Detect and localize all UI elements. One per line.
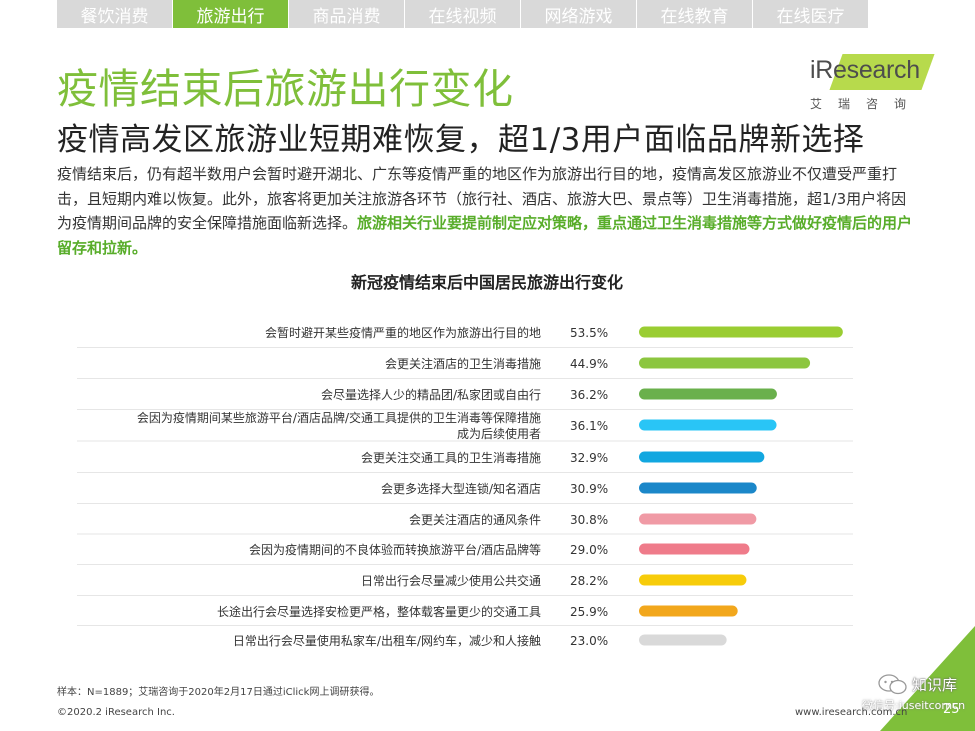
category-label: 会因为疫情期间的不良体验而转换旅游平台/酒店品牌等 bbox=[249, 542, 541, 557]
wechat-icon bbox=[878, 674, 907, 695]
bar-9 bbox=[639, 605, 738, 617]
watermark-name: 知识库 bbox=[912, 675, 958, 694]
page-number: 25 bbox=[943, 702, 960, 717]
category-label: 会暂时避开某些疫情严重的地区作为旅游出行目的地 bbox=[265, 325, 541, 340]
tab-0[interactable]: 餐饮消费 bbox=[57, 0, 172, 28]
tab-3[interactable]: 在线视频 bbox=[405, 0, 520, 28]
bar-4 bbox=[639, 451, 765, 463]
corner-triangle bbox=[880, 626, 975, 731]
category-label: 长途出行会尽量选择安检更严格，整体载客量更少的交通工具 bbox=[217, 604, 541, 619]
tab-5[interactable]: 在线教育 bbox=[637, 0, 752, 28]
value-label: 44.9% bbox=[570, 357, 608, 371]
category-label: 会因为疫情期间某些旅游平台/酒店品牌/交通工具提供的卫生消毒等保障措施 bbox=[137, 410, 541, 425]
logo-wordmark: iResearch bbox=[810, 56, 920, 84]
bar-7 bbox=[639, 543, 750, 555]
value-label: 28.2% bbox=[570, 574, 608, 588]
bar-3 bbox=[639, 419, 777, 431]
value-label: 30.8% bbox=[570, 513, 608, 527]
category-tabs: 餐饮消费 旅游出行 商品消费 在线视频 网络游戏 在线教育 在线医疗 bbox=[57, 0, 869, 28]
description-paragraph: 疫情结束后，仍有超半数用户会暂时避开湖北、广东等疫情严重的地区作为旅游出行目的地… bbox=[57, 162, 919, 260]
bar-1 bbox=[639, 357, 811, 369]
category-label: 会更多选择大型连锁/知名酒店 bbox=[381, 481, 541, 496]
category-label: 会尽量选择人少的精品团/私家团或自由行 bbox=[321, 387, 541, 402]
watermark: 知识库 bbox=[878, 673, 957, 695]
tab-4[interactable]: 网络游戏 bbox=[521, 0, 636, 28]
bar-2 bbox=[639, 388, 777, 400]
tab-2[interactable]: 商品消费 bbox=[289, 0, 404, 28]
bar-5 bbox=[639, 482, 757, 494]
value-label: 23.0% bbox=[570, 634, 608, 648]
bar-8 bbox=[639, 574, 747, 586]
iresearch-logo: iResearch 艾瑞咨询 bbox=[806, 52, 935, 112]
value-label: 25.9% bbox=[570, 605, 608, 619]
category-label: 会更关注酒店的卫生消毒措施 bbox=[385, 356, 541, 371]
category-label: 会更关注交通工具的卫生消毒措施 bbox=[361, 450, 541, 465]
copyright: ©2020.2 iResearch Inc. bbox=[57, 707, 175, 718]
value-label: 36.2% bbox=[570, 388, 608, 402]
value-label: 29.0% bbox=[570, 543, 608, 557]
value-label: 30.9% bbox=[570, 482, 608, 496]
sample-note: 样本：N=1889；艾瑞咨询于2020年2月17日通过iClick网上调研获得。 bbox=[57, 687, 380, 698]
website-url: www.iresearch.com.cn bbox=[795, 707, 908, 718]
bar-0 bbox=[639, 326, 843, 338]
bar-10 bbox=[639, 634, 727, 646]
page-subtitle: 疫情高发区旅游业短期难恢复，超1/3用户面临品牌新选择 bbox=[57, 122, 865, 158]
tab-1[interactable]: 旅游出行 bbox=[173, 0, 288, 28]
description-highlight: 旅游相关行业要提前制定应对策略，重点通过卫生消毒措施等方式做好疫情后的用户留存和… bbox=[57, 214, 913, 257]
value-label: 36.1% bbox=[570, 419, 608, 433]
page-title: 疫情结束后旅游出行变化 bbox=[57, 65, 514, 113]
category-label: 日常出行会尽量减少使用公共交通 bbox=[361, 573, 541, 588]
logo-chinese-name: 艾瑞咨询 bbox=[810, 97, 923, 111]
category-label: 成为后续使用者 bbox=[457, 426, 541, 441]
chart-title: 新冠疫情结束后中国居民旅游出行变化 bbox=[351, 273, 623, 292]
category-label: 日常出行会尽量使用私家车/出租车/网约车，减少和人接触 bbox=[233, 633, 541, 648]
description-text: 疫情结束后，仍有超半数用户会暂时避开湖北、广东等疫情严重的地区作为旅游出行目的地… bbox=[57, 165, 907, 232]
watermark-sub: 微信号:iuseitcomcn bbox=[862, 699, 966, 712]
value-label: 32.9% bbox=[570, 451, 608, 465]
value-label: 53.5% bbox=[570, 326, 608, 340]
tab-6[interactable]: 在线医疗 bbox=[753, 0, 868, 28]
category-label: 会更关注酒店的通风条件 bbox=[409, 512, 541, 527]
bar-6 bbox=[639, 513, 757, 525]
